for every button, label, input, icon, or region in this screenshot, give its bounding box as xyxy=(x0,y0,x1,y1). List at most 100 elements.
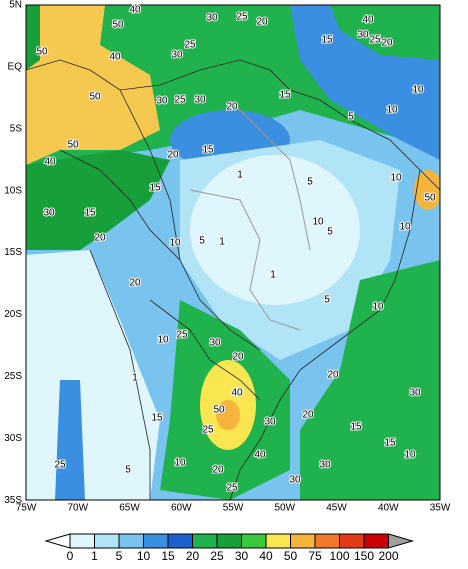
contour-label: 30 xyxy=(156,96,168,107)
contour-label: 15 xyxy=(84,208,96,219)
contour-label: 1 xyxy=(237,170,243,181)
contour-label: 20 xyxy=(212,465,224,476)
legend-swatch xyxy=(192,533,218,549)
field xyxy=(190,155,360,305)
contour-label: 30 xyxy=(357,30,369,41)
contour-label: 5 xyxy=(324,295,330,306)
legend-label: 25 xyxy=(210,549,224,563)
contour-label: 30 xyxy=(43,208,55,219)
legend-high xyxy=(388,533,415,549)
lat-label: 10S xyxy=(4,185,22,196)
legend-swatch xyxy=(241,533,267,549)
legend-label: 10 xyxy=(137,549,151,563)
lat-label: 35S xyxy=(4,495,22,506)
contour-label: 1 xyxy=(219,237,225,248)
legend-swatch xyxy=(265,533,291,549)
contour-label: 20 xyxy=(226,102,238,113)
legend-swatch xyxy=(363,533,389,549)
lon-label: 65W xyxy=(119,503,140,514)
legend-swatch xyxy=(216,533,242,549)
lon-label: 60W xyxy=(171,503,192,514)
coastline xyxy=(26,59,440,191)
legend-label: 0 xyxy=(67,549,74,563)
legend-swatch xyxy=(118,533,144,549)
contour-label: 30 xyxy=(206,13,218,24)
legend-label: 15 xyxy=(161,549,175,563)
field xyxy=(26,5,160,165)
map-frame xyxy=(25,4,441,501)
contour-label: 10 xyxy=(169,238,181,249)
contour-label: 15 xyxy=(350,422,362,433)
contour-label: 25 xyxy=(202,425,214,436)
contour-label: 15 xyxy=(384,438,396,449)
legend-swatch xyxy=(314,533,340,549)
field xyxy=(26,5,40,70)
contour-label: 40 xyxy=(254,450,266,461)
contour-label: 5 xyxy=(327,227,333,238)
contour-label: 50 xyxy=(67,140,79,151)
contour-label: 25 xyxy=(369,35,381,46)
field xyxy=(330,5,440,60)
legend-label: 100 xyxy=(329,549,349,563)
lon-label: 45W xyxy=(326,503,347,514)
contour-label: 25 xyxy=(226,483,238,494)
contour-label: 30 xyxy=(171,50,183,61)
lat-label: 5N xyxy=(9,0,22,11)
contour-label: 1 xyxy=(270,270,276,281)
contour-label: 40 xyxy=(44,157,56,168)
lat-label: EQ xyxy=(8,62,23,73)
legend-label: 30 xyxy=(235,549,249,563)
lon-label: 55W xyxy=(223,503,244,514)
contour-label: 25 xyxy=(184,40,196,51)
map-fields xyxy=(26,5,440,500)
contour-label: 5 xyxy=(348,112,354,123)
boundaries xyxy=(26,59,440,500)
contour-label: 15 xyxy=(151,413,163,424)
field xyxy=(414,170,440,210)
contour-label: 20 xyxy=(129,278,141,289)
contour-label: 30 xyxy=(319,460,331,471)
legend-swatch xyxy=(167,533,193,549)
contour-label: 15 xyxy=(279,90,291,101)
border xyxy=(59,149,181,261)
contour-label: 15 xyxy=(202,145,214,156)
contour-label: 25 xyxy=(54,460,66,471)
contour-label: 10 xyxy=(372,302,384,313)
contour-label: 40 xyxy=(362,15,374,26)
contour-label: 25 xyxy=(236,12,248,23)
legend-label: 75 xyxy=(308,549,322,563)
legend-swatch xyxy=(143,533,169,549)
legend-swatch xyxy=(69,533,95,549)
contour-label: 20 xyxy=(381,38,393,49)
lon-label: 75W xyxy=(16,503,37,514)
contour-label: 10 xyxy=(157,335,169,346)
lat-label: 20S xyxy=(4,309,22,320)
legend-label: 5 xyxy=(116,549,123,563)
contour-label: 30 xyxy=(194,95,206,106)
contour-label: 50 xyxy=(36,47,48,58)
contour-label: 10 xyxy=(390,173,402,184)
lon-label: 70W xyxy=(67,503,88,514)
contour-label: 25 xyxy=(176,330,188,341)
legend-swatch xyxy=(290,533,316,549)
contour-label: 20 xyxy=(94,233,106,244)
border xyxy=(89,249,151,500)
lon-label: 40W xyxy=(378,503,399,514)
contour-label: 20 xyxy=(302,410,314,421)
contour-label: 5 xyxy=(125,465,131,476)
legend-swatch xyxy=(94,533,120,549)
contour-label: 20 xyxy=(232,352,244,363)
contour-label: 50 xyxy=(213,405,225,416)
contour-label: 5 xyxy=(307,177,313,188)
contour-label: 25 xyxy=(174,95,186,106)
legend-label: 200 xyxy=(378,549,398,563)
contour-label: 1 xyxy=(132,373,138,384)
contour-label: 10 xyxy=(312,217,324,228)
contour-label: 20 xyxy=(327,370,339,381)
field xyxy=(26,150,170,250)
legend-label: 150 xyxy=(354,549,374,563)
border xyxy=(149,299,261,401)
contour-label: 30 xyxy=(289,475,301,486)
contour-label: 50 xyxy=(112,20,124,31)
